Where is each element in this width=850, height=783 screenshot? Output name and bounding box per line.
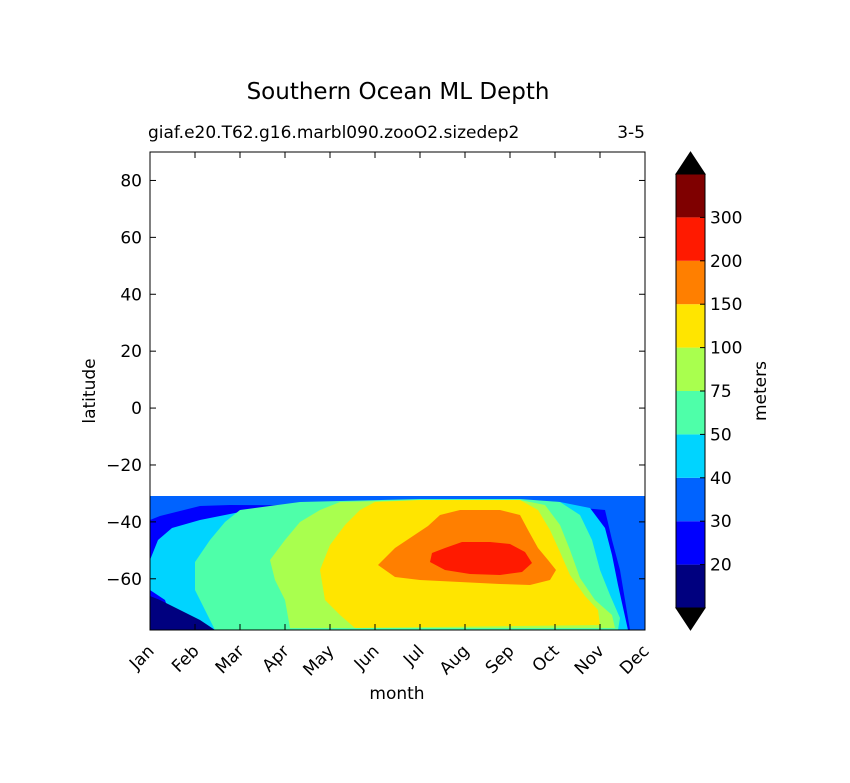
chart-title: Southern Ocean ML Depth [247, 79, 550, 105]
chart-subtitle-left: giaf.e20.T62.g16.marbl090.zooO2.sizedep2 [148, 123, 519, 143]
colorbar-tick-label: 150 [710, 295, 742, 315]
colorbar-tick-label: 50 [710, 425, 732, 445]
x-tick-label: Aug [436, 641, 474, 679]
x-tick-label: Jul [399, 641, 428, 670]
chart-subtitle-right: 3-5 [617, 123, 645, 143]
colorbar-swatch [676, 260, 705, 305]
x-tick-label: Dec [616, 641, 653, 678]
colorbar-extend-min [675, 607, 706, 631]
x-tick-label: May [300, 641, 339, 680]
colorbar-tick-label: 300 [710, 208, 742, 228]
x-tick-label: Nov [571, 641, 609, 679]
colorbar-tick-label: 75 [710, 382, 732, 402]
y-tick-label: 0 [131, 399, 142, 419]
x-tick-label: Sep [482, 641, 519, 678]
colorbar-swatch [676, 564, 705, 608]
colorbar-tick-label: 30 [710, 512, 732, 532]
colorbar: 20 30 40 50 75 100 150 200 300 [675, 151, 742, 631]
colorbar-swatch [676, 304, 705, 348]
y-tick-label: 20 [120, 342, 142, 362]
colorbar-extend-max [675, 151, 706, 175]
colorbar-tick-label: 200 [710, 252, 742, 272]
colorbar-tick-label: 40 [710, 469, 732, 489]
colorbar-swatch [676, 174, 705, 218]
y-tick-label: −20 [106, 456, 142, 476]
colorbar-swatch [676, 347, 705, 391]
y-axis-label: latitude [80, 358, 100, 423]
x-tick-label: Jun [350, 641, 384, 675]
x-tick-label: Apr [259, 641, 294, 676]
x-tick-label: Oct [529, 641, 564, 676]
x-tick-label: Jan [125, 641, 158, 674]
x-tick-label: Mar [212, 641, 249, 678]
colorbar-swatch [676, 217, 705, 261]
plot-frame [149, 151, 646, 631]
colorbar-swatch [676, 434, 705, 478]
y-axis: 80 60 40 20 0 −20 −40 −60 [106, 171, 645, 590]
contour-field [150, 496, 645, 630]
colorbar-swatch [676, 521, 705, 565]
plot-area [149, 151, 646, 631]
contour-edge-deep-blue [150, 596, 215, 630]
contour-band-200-300 [430, 542, 532, 575]
y-tick-label: −40 [106, 513, 142, 533]
colorbar-label: meters [751, 361, 771, 421]
x-axis-label: month [369, 684, 424, 704]
colorbar-tick-label: 100 [710, 339, 742, 359]
y-tick-label: 40 [120, 285, 142, 305]
y-tick-label: 60 [120, 228, 142, 248]
y-tick-label: −60 [106, 570, 142, 590]
x-tick-label: Feb [168, 641, 203, 676]
colorbar-swatch [676, 391, 705, 435]
colorbar-swatch [676, 477, 705, 522]
colorbar-tick-label: 20 [710, 556, 732, 576]
y-tick-label: 80 [120, 171, 142, 191]
